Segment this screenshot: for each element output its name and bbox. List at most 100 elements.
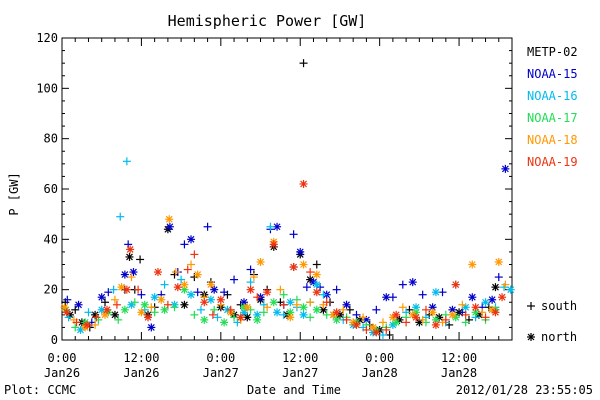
data-point-north	[263, 288, 272, 297]
data-point-south	[190, 310, 199, 319]
data-point-north	[428, 308, 437, 317]
data-point-north	[153, 268, 162, 277]
data-point-south	[91, 320, 100, 329]
data-point-south	[292, 300, 301, 309]
data-point-north	[372, 328, 381, 337]
data-point-north	[498, 293, 507, 302]
data-point-south	[378, 318, 387, 327]
data-point-south	[398, 280, 407, 289]
data-point-south	[84, 308, 93, 317]
marker-legend-plus	[527, 302, 535, 310]
data-point-north	[253, 310, 262, 319]
data-point-south	[203, 222, 212, 231]
data-point-south	[246, 265, 255, 274]
data-point-north	[120, 270, 129, 279]
legend-item-noaa-15: NOAA-15	[527, 67, 578, 81]
legend-item-noaa-16: NOAA-16	[527, 89, 578, 103]
data-point-south	[418, 290, 427, 299]
data-point-north	[342, 300, 351, 309]
data-point-north	[296, 247, 305, 256]
data-point-south	[332, 285, 341, 294]
data-point-north	[392, 310, 401, 319]
data-point-north	[157, 295, 166, 304]
data-point-north	[236, 313, 245, 322]
data-point-south	[276, 285, 285, 294]
data-point-south	[481, 313, 490, 322]
data-point-north	[165, 215, 174, 224]
data-point-north	[481, 298, 490, 307]
x-tick-date: Jan28	[441, 366, 477, 380]
data-point-south	[130, 298, 139, 307]
data-point-south	[193, 288, 202, 297]
x-tick-date: Jan26	[44, 366, 80, 380]
data-point-north	[253, 315, 262, 324]
data-point-south	[461, 318, 470, 327]
data-point-north	[412, 303, 421, 312]
data-point-north	[312, 270, 321, 279]
data-point-south	[458, 300, 467, 309]
data-point-south	[122, 157, 131, 166]
y-tick-label: 40	[44, 232, 58, 246]
data-point-north	[494, 257, 503, 266]
data-point-north	[243, 303, 252, 312]
data-point-south	[382, 325, 391, 334]
data-point-south	[279, 310, 288, 319]
data-point-south	[109, 285, 118, 294]
data-points	[60, 59, 515, 339]
data-point-north	[468, 293, 477, 302]
data-point-north	[173, 283, 182, 292]
data-point-north	[129, 268, 138, 277]
x-tick-time: 12:00	[123, 351, 159, 365]
data-point-south	[112, 300, 121, 309]
data-point-south	[302, 283, 311, 292]
data-point-south	[226, 305, 235, 314]
data-point-north	[83, 320, 92, 329]
data-point-south	[137, 290, 146, 299]
data-point-north	[239, 308, 248, 317]
marker-legend: south north	[527, 299, 577, 344]
data-point-south	[352, 310, 361, 319]
data-point-north	[352, 320, 361, 329]
data-point-south	[306, 298, 315, 307]
data-point-south	[339, 305, 348, 314]
series-noaa-16	[64, 157, 515, 339]
data-point-north	[269, 240, 278, 249]
y-tick-label: 80	[44, 132, 58, 146]
data-point-north	[193, 270, 202, 279]
data-point-south	[289, 230, 298, 239]
data-point-south	[342, 315, 351, 324]
data-point-south	[180, 240, 189, 249]
data-point-south	[299, 59, 308, 68]
data-point-north	[312, 280, 321, 289]
data-point-south	[306, 313, 315, 322]
data-point-south	[147, 303, 156, 312]
y-tick-label: 100	[36, 81, 58, 95]
data-point-south	[72, 318, 81, 327]
data-point-south	[306, 268, 315, 277]
data-point-north	[187, 290, 196, 299]
data-point-south	[170, 303, 179, 312]
data-point-north	[269, 298, 278, 307]
data-point-north	[144, 313, 153, 322]
data-point-north	[97, 293, 106, 302]
data-point-north	[299, 179, 308, 188]
data-point-north	[122, 285, 131, 294]
data-point-north	[150, 293, 159, 302]
data-point-north	[332, 315, 341, 324]
series-noaa-15	[63, 164, 510, 332]
data-point-north	[332, 308, 341, 317]
data-point-north	[120, 305, 129, 314]
data-point-south	[501, 280, 510, 289]
legend: METP-02 NOAA-15 NOAA-16 NOAA-17 NOAA-18 NOAA-…	[527, 45, 578, 169]
data-point-north	[286, 313, 295, 322]
y-tick-label: 120	[36, 31, 58, 45]
data-point-south	[279, 290, 288, 299]
data-point-north	[216, 295, 225, 304]
x-axis: 0:00Jan2612:00Jan260:00Jan2712:00Jan270:…	[44, 38, 500, 380]
data-point-south	[63, 295, 72, 304]
x-tick-time: 0:00	[48, 351, 77, 365]
data-point-north	[468, 260, 477, 269]
data-point-south	[116, 212, 125, 221]
data-point-north	[243, 313, 252, 322]
data-point-north	[126, 245, 135, 254]
